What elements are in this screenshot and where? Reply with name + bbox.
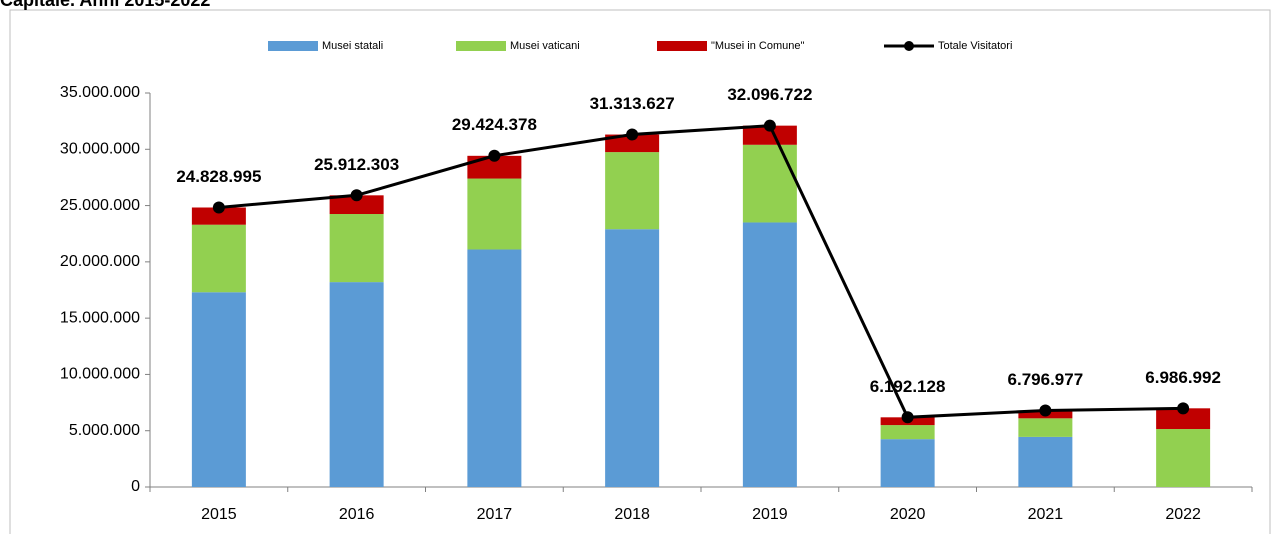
- bar-segment: [329, 214, 384, 283]
- legend-label: Totale Visitatori: [938, 40, 1012, 52]
- data-label: 6.986.992: [1145, 368, 1221, 387]
- x-tick-label: 2019: [752, 506, 788, 523]
- y-tick-label: 30.000.000: [60, 141, 140, 158]
- chart-border: [9, 9, 1271, 534]
- bar-segment: [1018, 418, 1073, 437]
- bar-segment: [191, 224, 246, 293]
- y-tick-label: 0: [131, 478, 140, 495]
- bar-segment: [605, 152, 660, 230]
- x-tick-label: 2016: [339, 506, 375, 523]
- x-tick-label: 2017: [477, 506, 513, 523]
- y-tick-label: 20.000.000: [60, 253, 140, 270]
- y-tick-label: 5.000.000: [69, 422, 140, 439]
- bar-segment: [605, 134, 660, 153]
- legend-swatch: [456, 41, 506, 51]
- chart-title: Capitale. Anni 2015-2022: [0, 0, 210, 10]
- bar-segment: [742, 222, 797, 487]
- legend-swatch: [268, 41, 318, 51]
- total-point: [1177, 402, 1190, 415]
- bar-segment: [467, 178, 522, 250]
- bar-segment: [191, 292, 246, 487]
- y-tick-label: 25.000.000: [60, 197, 140, 214]
- data-label: 29.424.378: [452, 115, 537, 134]
- legend-label: Musei vaticani: [510, 40, 580, 52]
- total-point: [488, 149, 501, 162]
- bar-segment: [1156, 429, 1211, 487]
- data-label: 25.912.303: [314, 155, 399, 174]
- bar-segment: [742, 144, 797, 223]
- y-tick-label: 15.000.000: [60, 309, 140, 326]
- total-point: [763, 119, 776, 132]
- bar-segment: [191, 207, 246, 225]
- bar-segment: [329, 282, 384, 487]
- bar-segment: [467, 155, 522, 179]
- total-point: [350, 189, 363, 202]
- data-label: 24.828.995: [176, 167, 261, 186]
- legend-label: "Musei in Comune": [711, 40, 804, 52]
- legend-swatch: [657, 41, 707, 51]
- legend-marker: [904, 41, 914, 51]
- data-label: 6.192.128: [870, 377, 946, 396]
- bar-segment: [880, 425, 935, 440]
- y-tick-label: 10.000.000: [60, 366, 140, 383]
- x-tick-label: 2020: [890, 506, 926, 523]
- bar-segment: [1018, 436, 1073, 487]
- data-label: 6.796.977: [1008, 370, 1084, 389]
- x-tick-label: 2015: [201, 506, 237, 523]
- y-tick-label: 35.000.000: [60, 84, 140, 101]
- data-label: 32.096.722: [727, 85, 812, 104]
- bar-segment: [467, 249, 522, 487]
- x-tick-label: 2018: [614, 506, 650, 523]
- total-point: [1039, 404, 1052, 417]
- data-label: 31.313.627: [590, 94, 675, 113]
- total-point: [901, 411, 914, 424]
- legend-label: Musei statali: [322, 40, 383, 52]
- total-point: [626, 128, 639, 141]
- total-point: [212, 201, 225, 214]
- bar-segment: [742, 125, 797, 145]
- bar-segment: [880, 439, 935, 487]
- bar-segment: [605, 229, 660, 487]
- bar-segment: [1156, 408, 1211, 430]
- total-line: [218, 124, 1184, 419]
- bar-segment: [329, 195, 384, 215]
- x-tick-label: 2021: [1028, 506, 1064, 523]
- x-tick-label: 2022: [1165, 506, 1201, 523]
